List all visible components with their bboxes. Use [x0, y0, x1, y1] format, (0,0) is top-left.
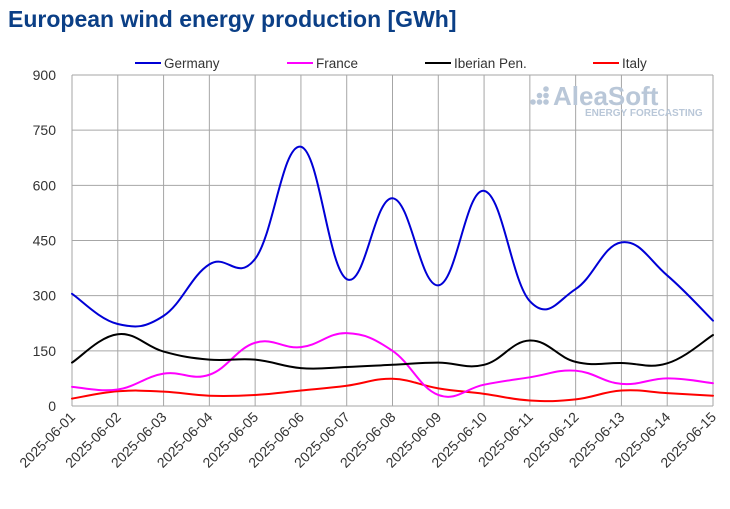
y-tick-label: 0 — [48, 398, 56, 414]
legend-label-france: France — [316, 56, 358, 71]
series-lines — [71, 145, 714, 403]
y-tick-label: 900 — [33, 67, 57, 83]
series-line-iberian-pen — [71, 333, 714, 370]
y-tick-label: 450 — [33, 233, 57, 249]
chart-title: European wind energy production [GWh] — [8, 6, 457, 32]
legend: Germany France Iberian Pen. Italy — [135, 56, 647, 71]
series-line-france — [71, 332, 714, 398]
gridlines — [71, 74, 714, 407]
legend-label-germany: Germany — [164, 56, 220, 71]
aleasoft-logo: AleaSoft ENERGY FORECASTING — [530, 81, 703, 119]
legend-label-italy: Italy — [622, 56, 647, 71]
logo-dots-icon — [530, 86, 549, 105]
logo-tagline: ENERGY FORECASTING — [585, 108, 703, 119]
series-line-italy — [71, 377, 714, 403]
logo-wordmark: AleaSoft — [553, 81, 659, 111]
y-axis-ticks: 0 150 300 450 600 750 900 — [33, 67, 57, 414]
y-tick-label: 750 — [33, 122, 57, 138]
y-tick-label: 300 — [33, 288, 57, 304]
y-tick-label: 150 — [33, 343, 57, 359]
legend-label-iberian-pen: Iberian Pen. — [454, 56, 527, 71]
y-tick-label: 600 — [33, 177, 57, 193]
series-line-germany — [71, 145, 714, 328]
